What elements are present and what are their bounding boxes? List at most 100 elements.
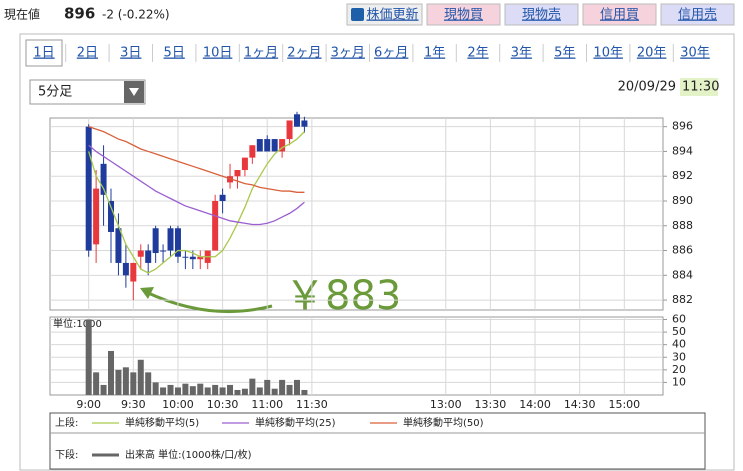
- tab[interactable]: 3ヶ月: [331, 46, 365, 61]
- tab[interactable]: 3年: [511, 46, 532, 61]
- tab[interactable]: 2ヶ月: [287, 46, 321, 61]
- volume-bar: [152, 382, 159, 395]
- volume-bar: [100, 384, 107, 395]
- button-label[interactable]: 現物買: [444, 8, 483, 23]
- button-label[interactable]: 信用買: [600, 8, 639, 23]
- candle-body: [145, 250, 152, 263]
- button[interactable]: [660, 3, 735, 26]
- y-tick-label: 884: [672, 268, 693, 281]
- button[interactable]: [346, 3, 423, 26]
- volume-bar: [212, 384, 219, 395]
- candle-body: [256, 139, 263, 152]
- x-tick-label: 13:30: [475, 398, 507, 411]
- y-tick-label: 10: [672, 375, 686, 388]
- ma-line: [88, 144, 305, 226]
- volume-bar: [241, 388, 248, 395]
- candle-body: [264, 139, 271, 152]
- volume-bar: [279, 379, 286, 395]
- button-label[interactable]: 現物売: [522, 7, 561, 23]
- candle-body: [122, 262, 129, 276]
- button-label[interactable]: 信用売: [678, 7, 717, 23]
- tab[interactable]: 20年: [637, 46, 667, 61]
- candle-body: [100, 163, 107, 195]
- y-tick-label: 50: [672, 325, 686, 338]
- legend-label: 単純移動平均(50): [403, 416, 484, 429]
- tab[interactable]: 1ヶ月: [244, 46, 278, 61]
- candle-body: [160, 250, 167, 252]
- x-tick-label: 14:30: [564, 398, 596, 411]
- candle-body: [271, 139, 278, 152]
- legend-label: 単純移動平均(25): [255, 416, 336, 429]
- candle-body: [108, 200, 115, 232]
- price-change: -2 (-0.22%): [102, 8, 170, 22]
- candle-body: [197, 256, 204, 260]
- x-tick-label: 9:00: [76, 398, 101, 411]
- y-tick-label: 892: [672, 169, 693, 182]
- legend-label: 出来高 単位:(1000株/口/枚): [125, 448, 252, 461]
- tab[interactable]: 30年: [680, 46, 710, 61]
- button-label[interactable]: 株価更新: [366, 7, 418, 23]
- ma-line: [88, 126, 305, 193]
- candle-body: [93, 188, 100, 245]
- volume-bar: [130, 372, 137, 395]
- candle-body: [115, 228, 122, 263]
- price-label: 現在値: [4, 7, 40, 22]
- interval-text: 5分足: [38, 85, 72, 100]
- button[interactable]: [582, 3, 657, 26]
- time-highlight: [680, 78, 718, 96]
- y-tick-label: 20: [672, 363, 686, 376]
- candle-body: [293, 114, 300, 127]
- candle-body: [286, 120, 293, 140]
- volume-bar: [301, 389, 308, 395]
- x-tick-label: 10:30: [207, 398, 239, 411]
- annotation-arrowhead: [140, 287, 154, 299]
- tab[interactable]: 10年: [593, 46, 623, 61]
- y-tick-label: 890: [672, 194, 693, 207]
- x-tick-label: 11:30: [296, 398, 328, 411]
- volume-bar: [197, 383, 204, 395]
- annotation: ￥883: [285, 273, 401, 319]
- tab[interactable]: 2年: [467, 46, 488, 61]
- candle-body: [174, 228, 181, 257]
- volume-bar: [256, 387, 263, 395]
- annotation-arrow: [145, 290, 273, 314]
- tab[interactable]: 5日: [164, 46, 185, 61]
- candle-body: [182, 256, 189, 258]
- volume-bar: [293, 379, 300, 395]
- volume-bar: [286, 384, 293, 395]
- tab[interactable]: 6ヶ月: [374, 46, 408, 61]
- select-arrow: [129, 88, 139, 96]
- tab[interactable]: 2日: [77, 46, 98, 61]
- x-tick-label: 14:00: [519, 398, 551, 411]
- tab[interactable]: 3日: [120, 46, 141, 61]
- candle-body: [189, 256, 196, 260]
- price-panel: [49, 117, 664, 311]
- candle-body: [152, 228, 159, 254]
- x-tick-label: 10:00: [162, 398, 194, 411]
- button[interactable]: [426, 3, 501, 26]
- x-tick-label: 11:00: [251, 398, 283, 411]
- volume-bar: [137, 359, 144, 395]
- candle-body: [219, 194, 226, 201]
- candle-body: [234, 170, 241, 177]
- volume-bar: [271, 388, 278, 395]
- volume-bar: [234, 389, 241, 395]
- y-tick-label: 894: [672, 144, 693, 157]
- volume-bar: [122, 367, 129, 395]
- legend-lower: 下段:: [55, 448, 78, 461]
- x-tick-label: 13:00: [430, 398, 462, 411]
- candle-body: [137, 250, 144, 257]
- button[interactable]: [504, 3, 579, 26]
- volume-bar: [204, 387, 211, 395]
- tab[interactable]: 1日: [33, 46, 54, 61]
- time: 11:30: [682, 80, 719, 95]
- y-tick-label: 886: [672, 244, 693, 257]
- candle-body: [241, 157, 248, 171]
- y-tick-label: 882: [672, 293, 693, 306]
- tab[interactable]: 1年: [424, 46, 445, 61]
- tab[interactable]: 10日: [203, 46, 233, 61]
- volume-bar: [93, 372, 100, 395]
- tab[interactable]: 5年: [554, 46, 575, 61]
- ma-line: [88, 131, 305, 274]
